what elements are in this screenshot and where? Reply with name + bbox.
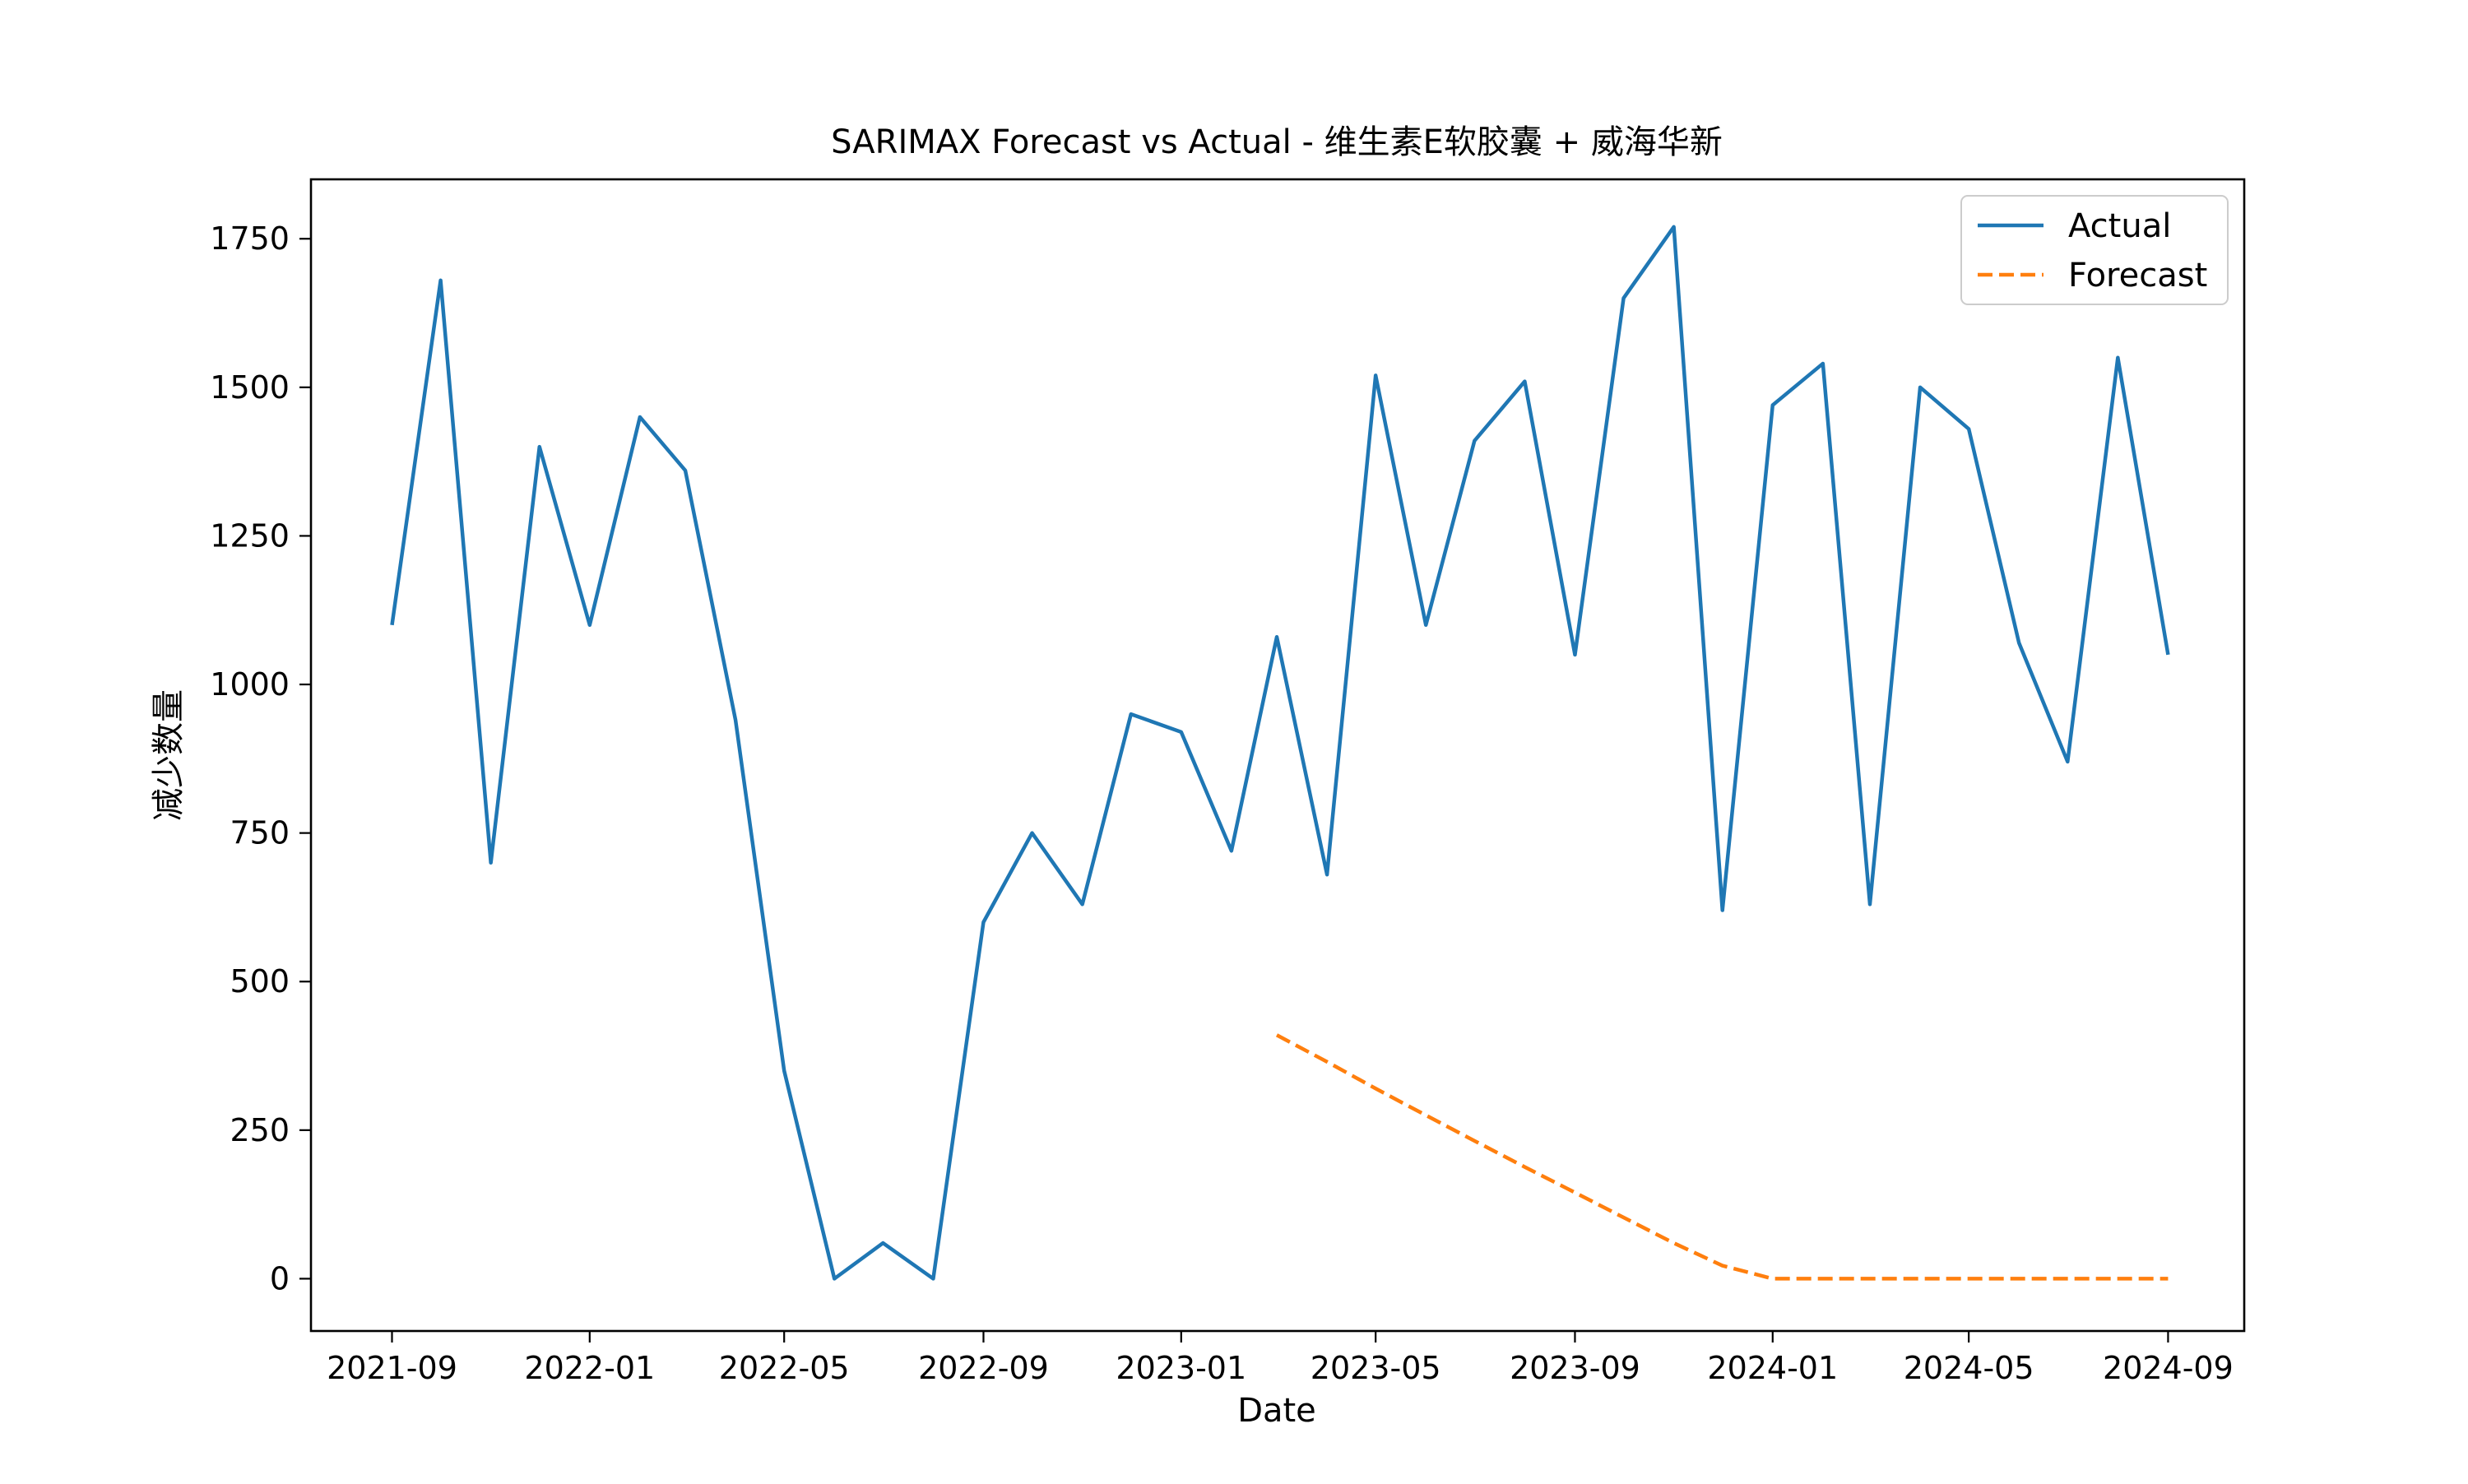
x-tick-label: 2022-05 — [719, 1350, 850, 1386]
series-line-forecast — [1275, 1033, 2169, 1281]
legend-label-actual: Actual — [2068, 207, 2171, 245]
x-tick-label: 2022-09 — [918, 1350, 1049, 1386]
x-tick-label: 2024-01 — [1707, 1350, 1838, 1386]
y-axis-label: 减少数量 — [150, 689, 188, 821]
plot-area — [309, 178, 2246, 1333]
legend-label-forecast: Forecast — [2068, 257, 2207, 294]
x-tick-label: 2023-05 — [1311, 1350, 1441, 1386]
x-tick-label: 2022-01 — [524, 1350, 655, 1386]
x-tick-label: 2023-01 — [1116, 1350, 1246, 1386]
legend: Actual Forecast — [1960, 195, 2229, 305]
y-axis: 0 250 500 750 1000 1250 1500 1750 — [210, 220, 311, 1296]
x-tick-label: 2023-09 — [1510, 1350, 1640, 1386]
y-tick-label: 1250 — [210, 517, 290, 554]
x-tick-label: 2024-09 — [2103, 1350, 2234, 1386]
chart-title: SARIMAX Forecast vs Actual - 维生素E软胶囊 + 威… — [831, 123, 1723, 161]
y-tick-label: 0 — [270, 1260, 290, 1296]
x-tick-label: 2024-05 — [1904, 1350, 2034, 1386]
plot-frame — [309, 178, 2246, 1333]
x-axis-label: Date — [1237, 1392, 1316, 1430]
series-line-actual — [390, 225, 2170, 1281]
x-tick-label: 2021-09 — [327, 1350, 457, 1386]
x-axis: 2021-09 2022-01 2022-05 2022-09 2023-01 2023-… — [327, 1331, 2234, 1386]
y-tick-label: 750 — [230, 815, 290, 851]
y-tick-label: 250 — [230, 1112, 290, 1148]
y-tick-label: 500 — [230, 963, 290, 999]
y-tick-label: 1000 — [210, 666, 290, 703]
series-lines — [390, 225, 2170, 1281]
y-tick-label: 1750 — [210, 220, 290, 257]
legend-box — [1960, 195, 2229, 305]
y-tick-label: 1500 — [210, 369, 290, 406]
